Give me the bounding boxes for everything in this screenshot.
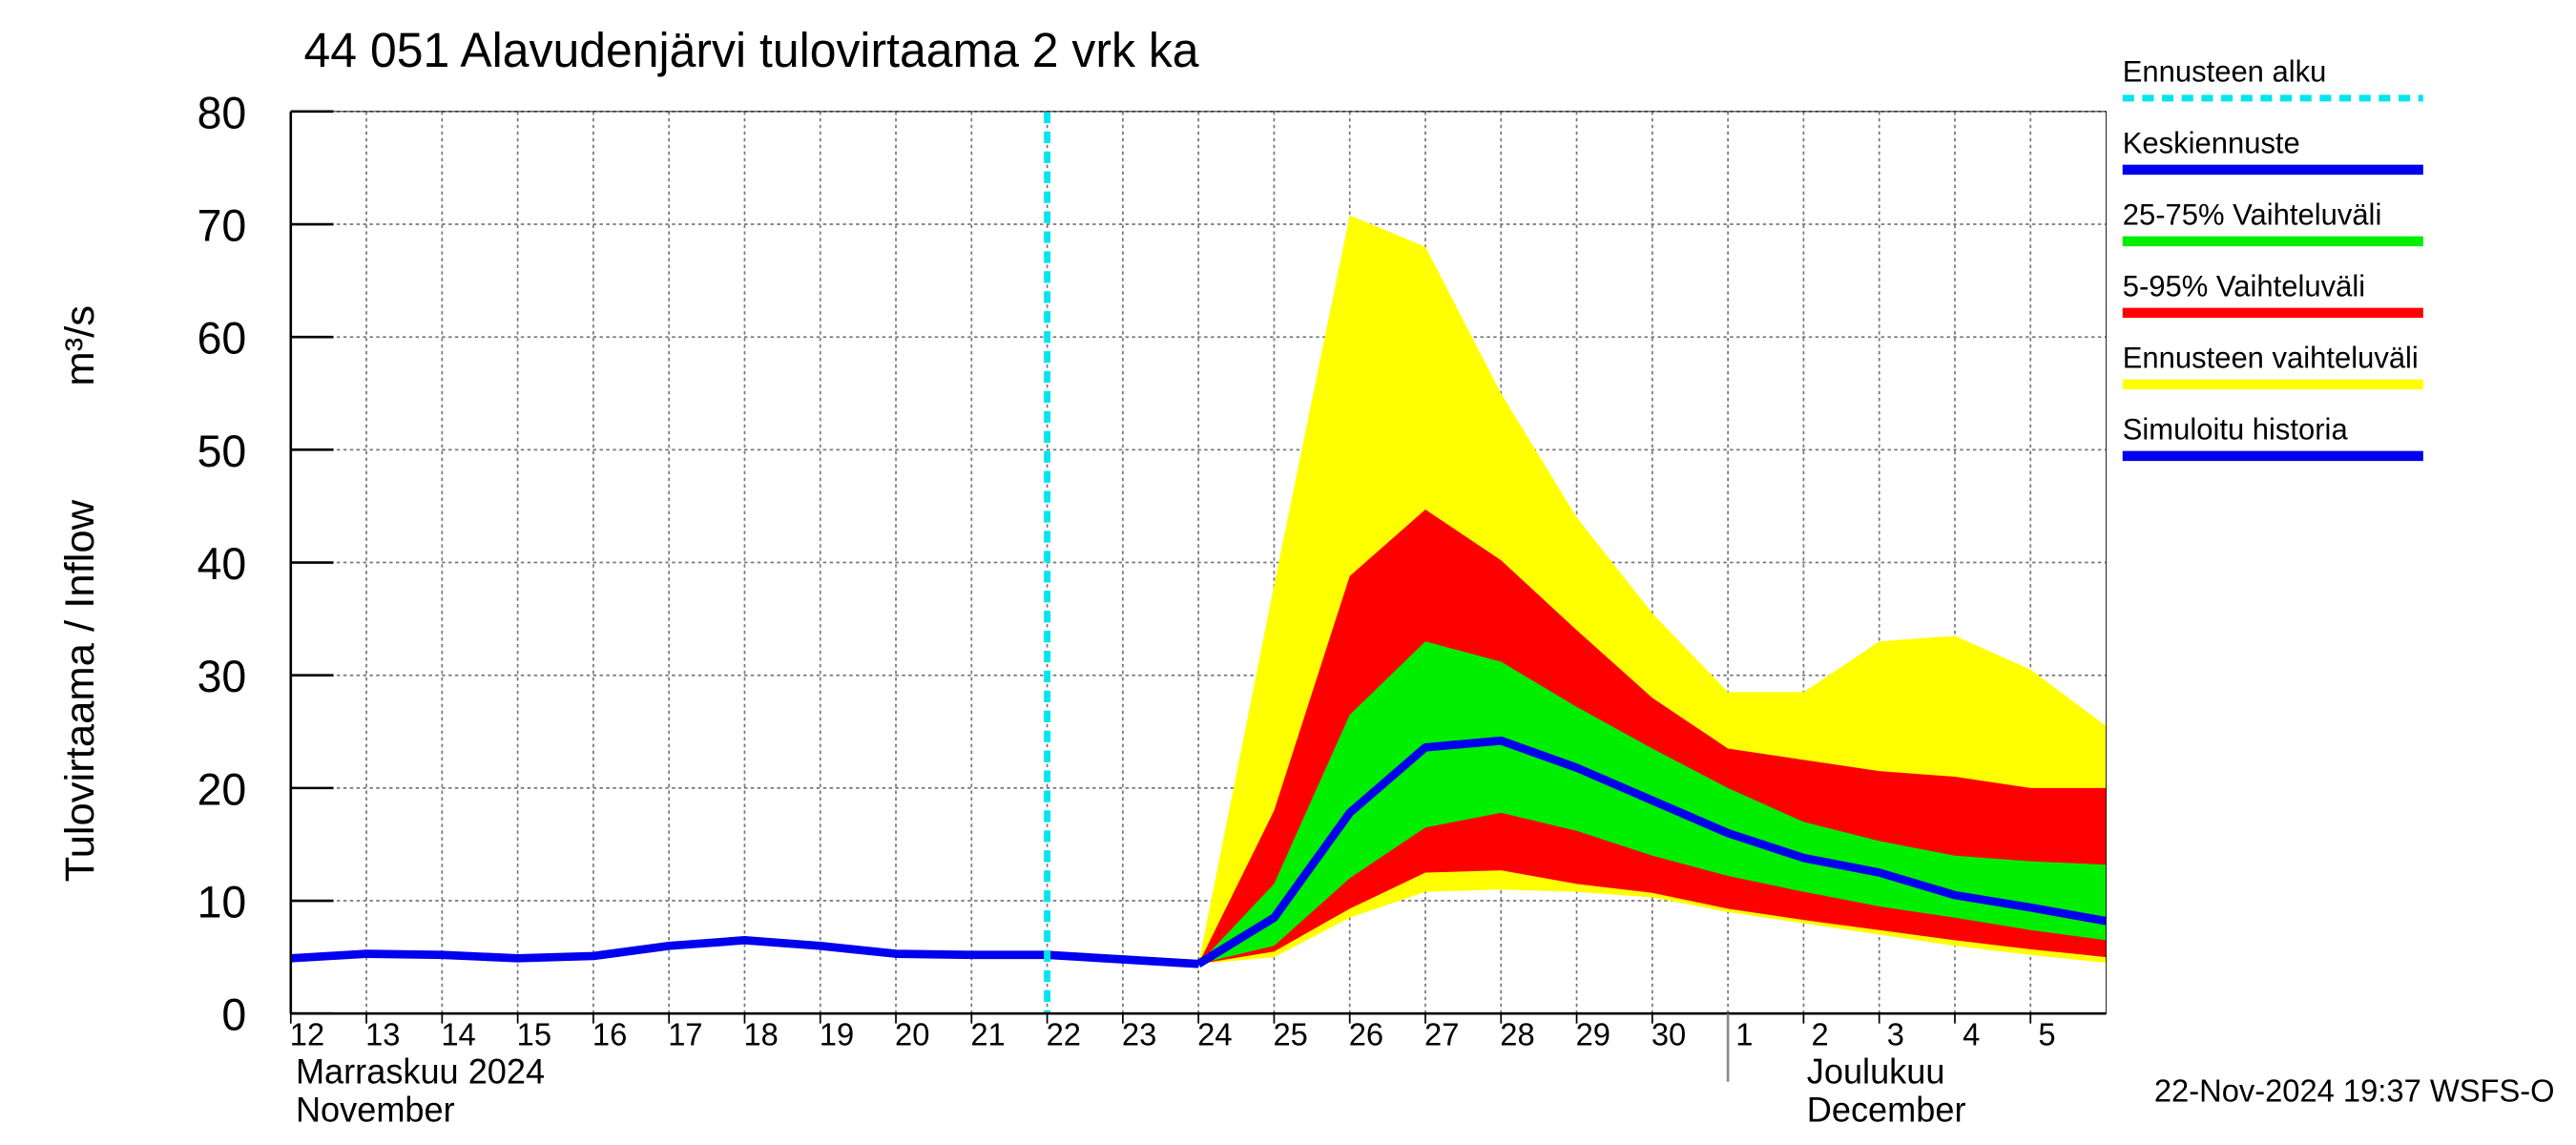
legend-label: Ennusteen alku bbox=[2123, 54, 2327, 88]
x-tick-label: 12 bbox=[290, 1016, 324, 1051]
x-tick-label: 13 bbox=[365, 1016, 400, 1051]
x-tick-label: 14 bbox=[441, 1016, 475, 1051]
month-label: November bbox=[296, 1090, 455, 1129]
month-label: Joulukuu bbox=[1807, 1051, 1945, 1091]
month-label: Marraskuu 2024 bbox=[296, 1051, 545, 1091]
x-tick-label: 15 bbox=[517, 1016, 551, 1051]
x-tick-label: 3 bbox=[1887, 1016, 1904, 1051]
series-line bbox=[1195, 736, 2108, 968]
y-tick-label: 80 bbox=[197, 88, 247, 137]
x-tick-label: 27 bbox=[1424, 1016, 1459, 1051]
y-tick-label: 50 bbox=[197, 427, 247, 476]
x-tick-label: 1 bbox=[1735, 1016, 1753, 1051]
y-tick-label: 10 bbox=[197, 877, 247, 926]
x-tick-label: 26 bbox=[1349, 1016, 1383, 1051]
legend-label: Simuloitu historia bbox=[2123, 412, 2349, 446]
x-tick-label: 22 bbox=[1047, 1016, 1081, 1051]
x-tick-label: 20 bbox=[895, 1016, 929, 1051]
x-tick-label: 19 bbox=[820, 1016, 854, 1051]
x-tick-label: 25 bbox=[1273, 1016, 1307, 1051]
y-tick-label: 60 bbox=[197, 313, 247, 363]
y-tick-label: 40 bbox=[197, 539, 247, 589]
x-tick-label: 17 bbox=[668, 1016, 702, 1051]
legend-label: Ennusteen vaihteluväli bbox=[2123, 341, 2419, 374]
y-tick-label: 70 bbox=[197, 200, 247, 250]
legend-label: 25-75% Vaihteluväli bbox=[2123, 198, 2382, 231]
x-tick-label: 29 bbox=[1576, 1016, 1610, 1051]
y-tick-label: 30 bbox=[197, 652, 247, 701]
y-axis-unit: m³/s bbox=[57, 305, 103, 386]
x-tick-label: 28 bbox=[1500, 1016, 1534, 1051]
x-tick-label: 23 bbox=[1122, 1016, 1156, 1051]
x-tick-label: 21 bbox=[970, 1016, 1005, 1051]
legend-label: Keskiennuste bbox=[2123, 126, 2300, 159]
y-axis-label: Tulovirtaama / Inflow bbox=[57, 499, 103, 882]
x-tick-label: 2 bbox=[1812, 1016, 1829, 1051]
footer: 22-Nov-2024 19:37 WSFS-O bbox=[2154, 1072, 2555, 1108]
chart-title: 44 051 Alavudenjärvi tulovirtaama 2 vrk … bbox=[304, 23, 1199, 76]
x-tick-label: 16 bbox=[592, 1016, 627, 1051]
x-tick-label: 4 bbox=[1963, 1016, 1980, 1051]
legend-label: 5-95% Vaihteluväli bbox=[2123, 269, 2365, 302]
x-tick-label: 5 bbox=[2038, 1016, 2055, 1051]
y-tick-label: 0 bbox=[221, 989, 246, 1039]
x-tick-label: 24 bbox=[1197, 1016, 1232, 1051]
y-tick-label: 20 bbox=[197, 764, 247, 814]
x-tick-label: 18 bbox=[744, 1016, 779, 1051]
month-label: December bbox=[1807, 1090, 1966, 1129]
x-tick-label: 30 bbox=[1652, 1016, 1686, 1051]
